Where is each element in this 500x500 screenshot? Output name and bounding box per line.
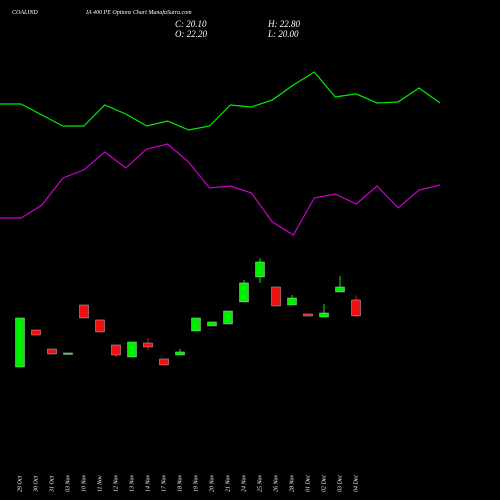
x-tick-label: 29 Oct	[17, 476, 23, 492]
candle-body	[159, 358, 169, 366]
candle-body	[287, 297, 297, 306]
open-text: O: 22.20	[175, 29, 207, 39]
candle-body	[127, 341, 137, 358]
candle-body	[143, 342, 153, 348]
candle-body	[223, 310, 233, 325]
x-tick-label: 01 Dec	[305, 475, 311, 492]
candle-body	[255, 261, 265, 278]
x-tick-label: 21 Nov	[225, 474, 231, 492]
x-tick-label: 30 Oct	[33, 476, 39, 493]
x-tick-label: 18 Nov	[177, 474, 183, 492]
x-tick-label: 12 Nov	[113, 474, 119, 492]
x-tick-label: 31 Oct	[49, 476, 55, 493]
candle-body	[175, 351, 185, 356]
low-text: L: 20.00	[267, 29, 299, 39]
x-tick-label: 02 Dec	[321, 475, 327, 492]
x-tick-label: 26 Nov	[273, 474, 279, 492]
candle-body	[47, 348, 57, 355]
candle-body	[351, 299, 361, 317]
indicator-line	[0, 71, 441, 131]
candle-body	[319, 312, 329, 318]
candle-body	[335, 286, 345, 293]
candle-body	[303, 313, 313, 317]
x-tick-label: 17 Nov	[161, 474, 167, 492]
candle-body	[63, 352, 73, 355]
close-text: C: 20.10	[175, 19, 207, 29]
x-tick-label: 03 Nov	[65, 474, 71, 492]
x-tick-label: 11 Nov	[97, 475, 103, 492]
candle-body	[31, 329, 41, 336]
x-tick-label: 24 Nov	[240, 474, 247, 492]
x-tick-label: 13 Nov	[129, 474, 135, 492]
x-tick-label: 04 Dec	[352, 475, 359, 492]
chart-title: COALIND	[12, 10, 38, 16]
indicator-line	[0, 143, 441, 236]
candle-body	[207, 321, 217, 327]
x-tick-label: 20 Nov	[209, 474, 215, 492]
candle-body	[111, 344, 121, 356]
candle-body	[239, 282, 249, 303]
candle-body	[271, 286, 281, 307]
x-tick-label: 03 Dec	[337, 475, 343, 492]
candle-body	[15, 317, 25, 368]
candle-body	[95, 319, 105, 333]
x-tick-label: 14 Nov	[144, 474, 151, 492]
candle-body	[191, 317, 201, 332]
high-text: H: 22.80	[267, 19, 300, 29]
x-tick-label: 25 Nov	[257, 474, 263, 492]
candle-body	[79, 304, 89, 319]
chart-subtitle: IA 400 PE Options Chart MunafaSutra.com	[85, 9, 192, 16]
x-tick-label: 10 Nov	[81, 474, 87, 492]
x-tick-label: 19 Nov	[193, 474, 199, 492]
x-tick-label: 28 Nov	[289, 474, 295, 492]
